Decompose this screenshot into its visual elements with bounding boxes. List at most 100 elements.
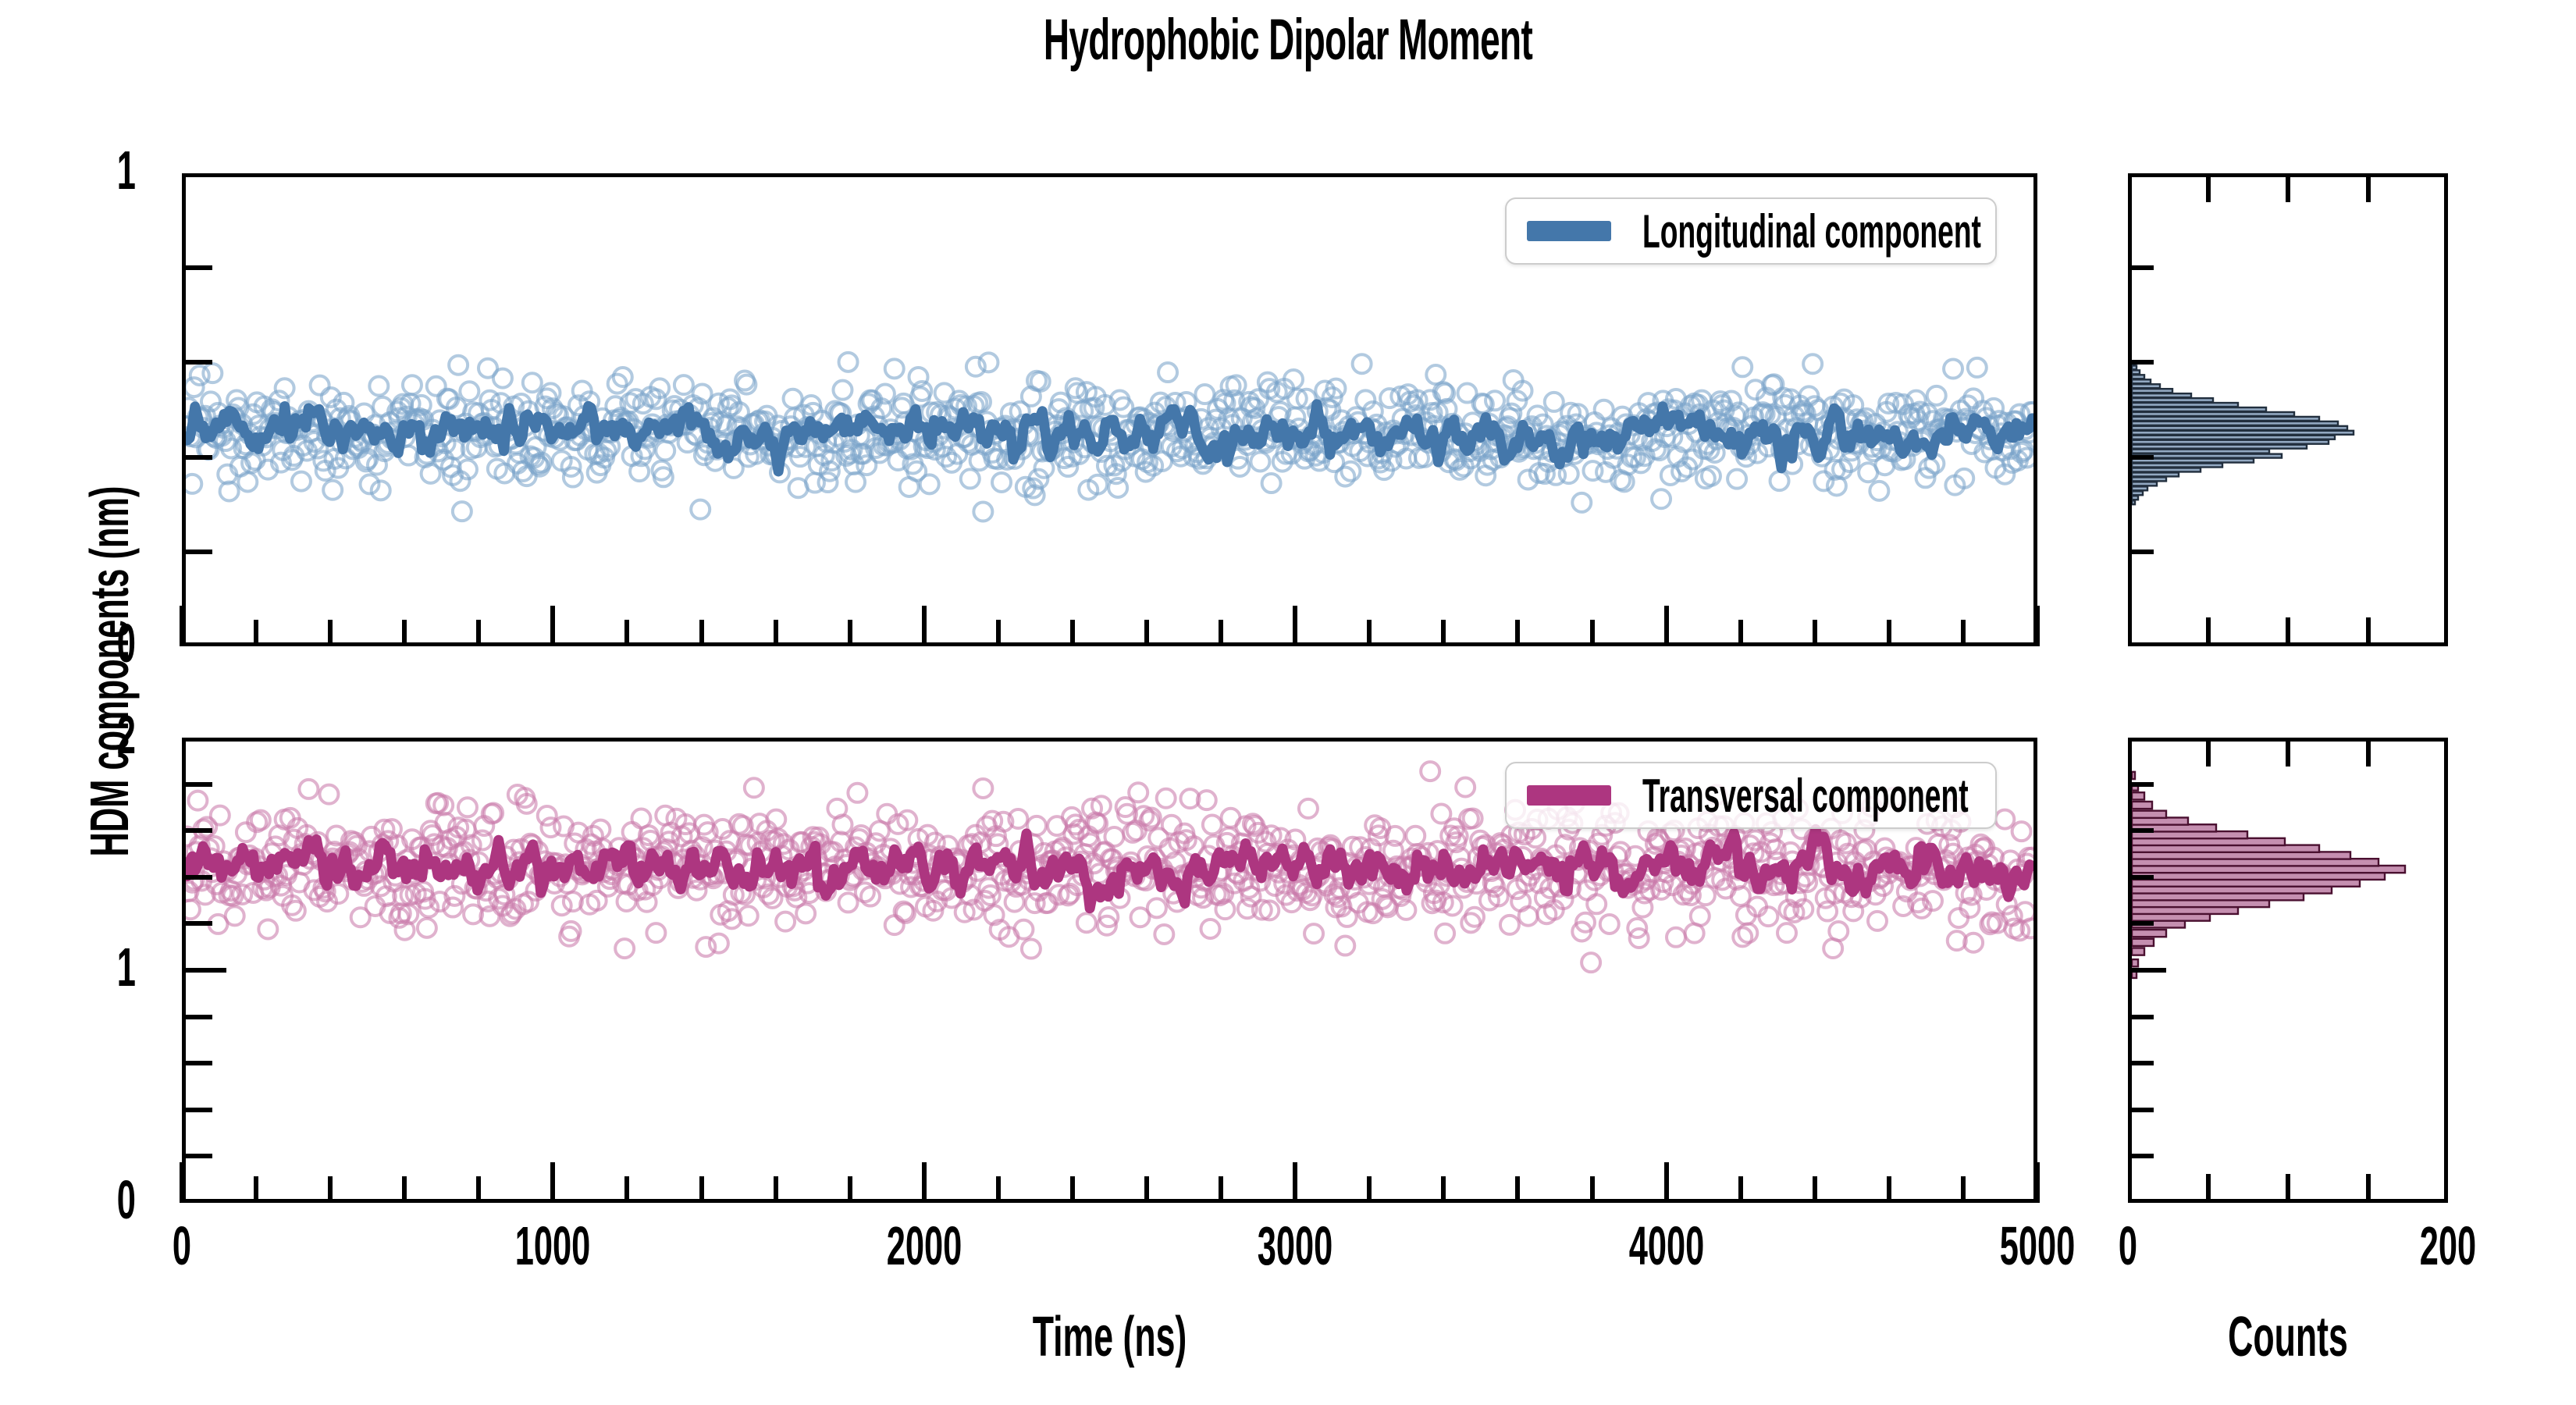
- xtick-mark-hist-bottom-50-lower: [2206, 1174, 2211, 1199]
- xtick-mark-bottom-400: [328, 1176, 333, 1203]
- ytick-mark-bottom-1.6: [186, 828, 212, 833]
- ytick-bottom-2: 2: [116, 704, 136, 765]
- xtick-mark-hist-top-150-upper: [2366, 177, 2371, 202]
- ytick-mark-bottom-0.4: [186, 1108, 212, 1112]
- xtick-mark-top-200: [254, 620, 258, 646]
- xtick-mark-bottom-4600: [1887, 1176, 1891, 1203]
- xtick-mark-top-1200: [624, 620, 629, 646]
- transversal-series-svg: [186, 760, 2033, 974]
- legend-longitudinal: Longitudinal component: [1505, 197, 1997, 265]
- xtick-mark-top-400: [328, 620, 333, 646]
- ytick-top-0: 0: [116, 613, 136, 674]
- xtick-mark-bottom-800: [476, 1176, 481, 1203]
- xtick-mark-top-1400: [699, 620, 704, 646]
- ytick-bottom-0: 0: [116, 1169, 136, 1230]
- ytick-mark-hist-bottom-0.2: [2132, 1154, 2154, 1158]
- xtick-mark-bottom-1200: [624, 1176, 629, 1203]
- xtick-hist-0: 0: [2118, 1215, 2138, 1276]
- xtick-mark-hist-bottom-150-lower: [2366, 1174, 2371, 1199]
- xtick-mark-bottom-4200: [1738, 1176, 1743, 1203]
- xtick-mark-bottom-0: [180, 1162, 184, 1203]
- xtick-mark-top-800: [476, 620, 481, 646]
- xtick-mark-bottom-1400: [699, 1176, 704, 1203]
- ytick-top-1: 1: [116, 140, 136, 201]
- transversal-histogram-svg: [2132, 770, 2407, 980]
- ytick-mark-top-0.6: [186, 360, 212, 365]
- xtick-mark-bottom-4000: [1664, 1162, 1669, 1203]
- longitudinal-histogram-svg: [2132, 360, 2355, 506]
- xtick-mark-hist-top-100-upper: [2286, 177, 2290, 202]
- xtick-5000: 5000: [1999, 1215, 2076, 1276]
- xtick-mark-hist-bottom-150-upper: [2366, 742, 2371, 767]
- longitudinal-series-svg: [186, 350, 2033, 523]
- xtick-mark-bottom-5000: [2035, 1162, 2040, 1203]
- ytick-mark-hist-bottom-1.8: [2132, 782, 2154, 787]
- xtick-mark-top-1800: [848, 620, 852, 646]
- xtick-mark-hist-top-50-lower: [2206, 617, 2211, 642]
- xtick-mark-top-4200: [1738, 620, 1743, 646]
- xtick-mark-top-4600: [1887, 620, 1891, 646]
- xtick-1000: 1000: [514, 1215, 591, 1276]
- xtick-0: 0: [172, 1215, 192, 1276]
- xtick-mark-top-3000: [1293, 606, 1297, 646]
- legend-swatch-transversal: [1527, 785, 1611, 806]
- xtick-mark-bottom-200: [254, 1176, 258, 1203]
- ytick-mark-hist-bottom-0.6: [2132, 1061, 2154, 1065]
- ytick-mark-bottom-1.8: [186, 782, 212, 787]
- x-axis-label-time: Time (ns): [1032, 1306, 1187, 1368]
- xtick-mark-hist-bottom-50-upper: [2206, 742, 2211, 767]
- ytick-mark-bottom-1.2: [186, 921, 212, 926]
- xtick-mark-top-2600: [1144, 620, 1149, 646]
- ytick-mark-bottom-0.8: [186, 1015, 212, 1019]
- xtick-mark-bottom-4400: [1813, 1176, 1817, 1203]
- xtick-mark-top-1000: [550, 606, 555, 646]
- xtick-mark-top-4400: [1813, 620, 1817, 646]
- xtick-3000: 3000: [1257, 1215, 1333, 1276]
- ytick-mark-hist-top-0.4: [2132, 455, 2154, 460]
- ytick-mark-hist-bottom-1.4: [2132, 875, 2154, 880]
- xtick-mark-hist-bottom-100-lower: [2286, 1174, 2290, 1199]
- xtick-mark-bottom-1000: [550, 1162, 555, 1203]
- histogram-panel-transversal: [2128, 738, 2448, 1203]
- xtick-mark-top-2800: [1219, 620, 1223, 646]
- xtick-mark-bottom-3600: [1515, 1176, 1520, 1203]
- xtick-mark-hist-bottom-100-upper: [2286, 742, 2290, 767]
- xtick-mark-bottom-1600: [774, 1176, 778, 1203]
- xtick-2000: 2000: [886, 1215, 962, 1276]
- xtick-mark-hist-top-100-lower: [2286, 617, 2290, 642]
- xtick-4000: 4000: [1628, 1215, 1705, 1276]
- ytick-mark-bottom-0.2: [186, 1154, 212, 1158]
- legend-label-longitudinal: Longitudinal component: [1642, 205, 1981, 258]
- xtick-mark-bottom-2400: [1070, 1176, 1075, 1203]
- xtick-hist-200: 200: [2419, 1215, 2477, 1276]
- ytick-mark-hist-top-0.8: [2132, 265, 2154, 270]
- xtick-mark-hist-top-150-lower: [2366, 617, 2371, 642]
- ytick-mark-bottom-0.6: [186, 1061, 212, 1065]
- ytick-mark-bottom-major-1: [186, 968, 226, 973]
- xtick-mark-top-2400: [1070, 620, 1075, 646]
- xtick-mark-top-3600: [1515, 620, 1520, 646]
- xtick-mark-bottom-2800: [1219, 1176, 1223, 1203]
- xtick-mark-bottom-600: [402, 1176, 407, 1203]
- xtick-mark-top-3200: [1367, 620, 1372, 646]
- ytick-mark-hist-bottom-0.8: [2132, 1015, 2154, 1019]
- xtick-mark-top-4800: [1961, 620, 1966, 646]
- xtick-mark-bottom-3400: [1441, 1176, 1446, 1203]
- xtick-mark-top-600: [402, 620, 407, 646]
- ytick-mark-top-0.4: [186, 455, 212, 460]
- ytick-mark-hist-top-0.2: [2132, 550, 2154, 554]
- ytick-mark-hist-bottom-1.6: [2132, 828, 2154, 833]
- ytick-mark-hist-bottom-1.2: [2132, 921, 2154, 926]
- xtick-mark-hist-top-50-upper: [2206, 177, 2211, 202]
- ytick-mark-top-0.2: [186, 550, 212, 554]
- ytick-mark-hist-bottom-0.4: [2132, 1108, 2154, 1112]
- xtick-mark-bottom-2200: [996, 1176, 1001, 1203]
- xtick-mark-bottom-3200: [1367, 1176, 1372, 1203]
- ytick-mark-hist-top-0.6: [2132, 360, 2154, 365]
- xtick-mark-top-2000: [922, 606, 927, 646]
- xtick-mark-bottom-4800: [1961, 1176, 1966, 1203]
- xtick-mark-top-4000: [1664, 606, 1669, 646]
- ytick-mark-bottom-1.4: [186, 875, 212, 880]
- legend-swatch-longitudinal: [1527, 221, 1611, 241]
